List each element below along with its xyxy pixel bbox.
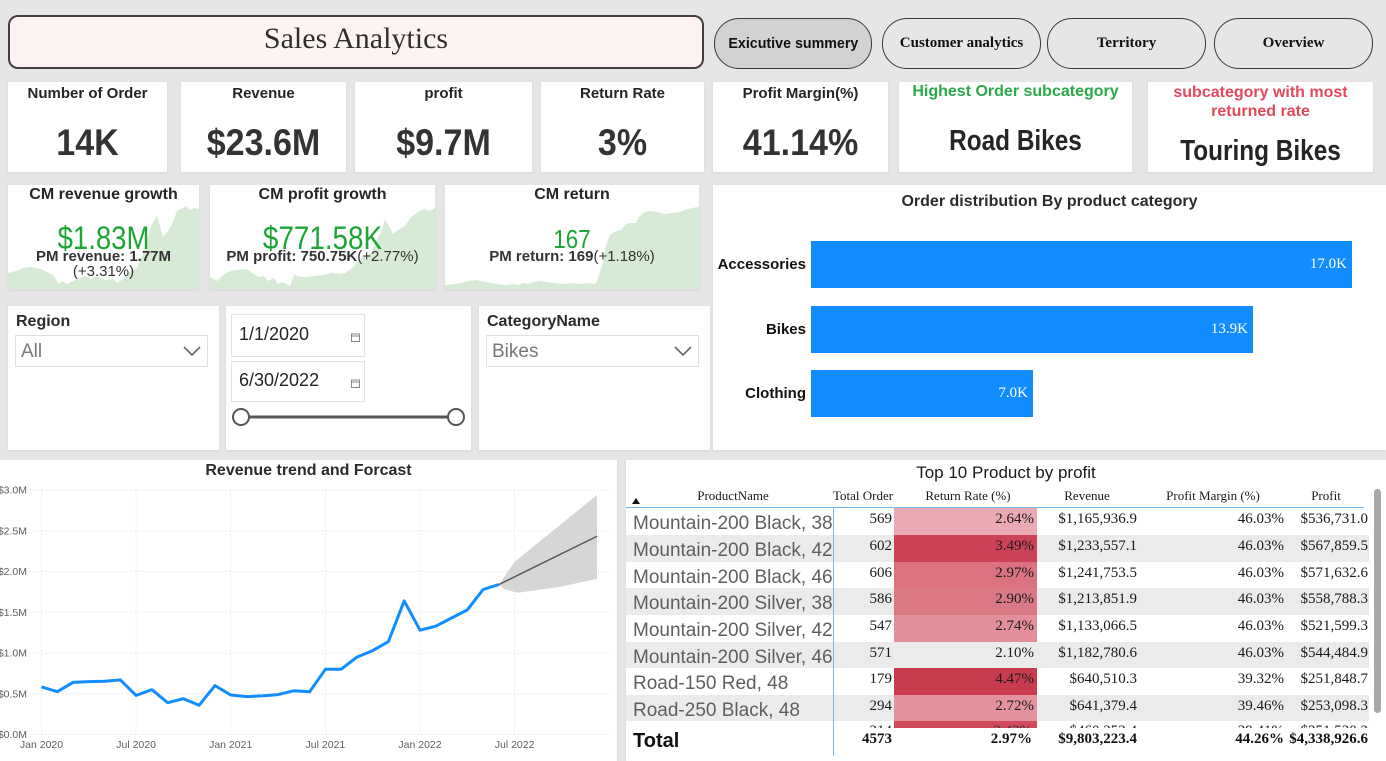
- svg-text:$2.0M: $2.0M: [0, 566, 27, 578]
- svg-text:$1.5M: $1.5M: [0, 607, 27, 619]
- svg-text:$0.5M: $0.5M: [0, 688, 27, 700]
- svg-text:Jan 2021: Jan 2021: [209, 739, 252, 751]
- svg-text:$1.0M: $1.0M: [0, 648, 27, 660]
- svg-text:$2.5M: $2.5M: [0, 525, 27, 537]
- svg-text:Jan 2020: Jan 2020: [20, 739, 63, 751]
- svg-text:$3.0M: $3.0M: [0, 485, 27, 497]
- svg-text:Jan 2022: Jan 2022: [398, 739, 441, 751]
- svg-text:$0.0M: $0.0M: [0, 729, 27, 741]
- svg-text:Jul 2021: Jul 2021: [306, 739, 346, 751]
- svg-text:Jul 2020: Jul 2020: [116, 739, 156, 751]
- svg-text:Jul 2022: Jul 2022: [495, 739, 535, 751]
